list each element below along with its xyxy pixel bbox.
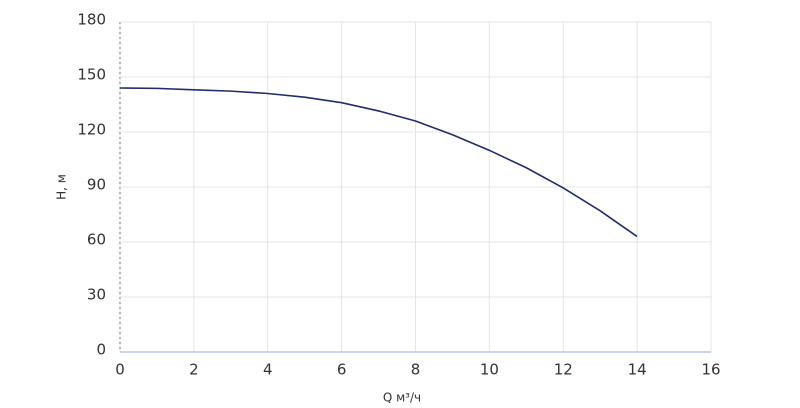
x-tick-label: 0 bbox=[115, 361, 125, 379]
y-tick-label: 30 bbox=[87, 286, 106, 304]
x-tick-label: 8 bbox=[411, 361, 421, 379]
x-tick-label: 16 bbox=[701, 361, 720, 379]
y-tick-label: 120 bbox=[77, 121, 106, 139]
x-tick-label: 14 bbox=[628, 361, 647, 379]
x-axis-label: Q м³/ч bbox=[383, 391, 421, 405]
y-tick-label: 180 bbox=[77, 11, 106, 29]
x-tick-label: 4 bbox=[263, 361, 273, 379]
data-line bbox=[119, 87, 638, 238]
y-axis-label: H, м bbox=[55, 174, 69, 200]
y-tick-label: 0 bbox=[96, 341, 106, 359]
x-tick-label: 12 bbox=[554, 361, 573, 379]
y-tick-label: 60 bbox=[87, 231, 106, 249]
y-tick-label: 150 bbox=[77, 66, 106, 84]
x-tick-label: 10 bbox=[480, 361, 499, 379]
x-tick-label: 2 bbox=[189, 361, 199, 379]
x-tick-label: 6 bbox=[337, 361, 347, 379]
y-tick-label: 90 bbox=[87, 176, 106, 194]
